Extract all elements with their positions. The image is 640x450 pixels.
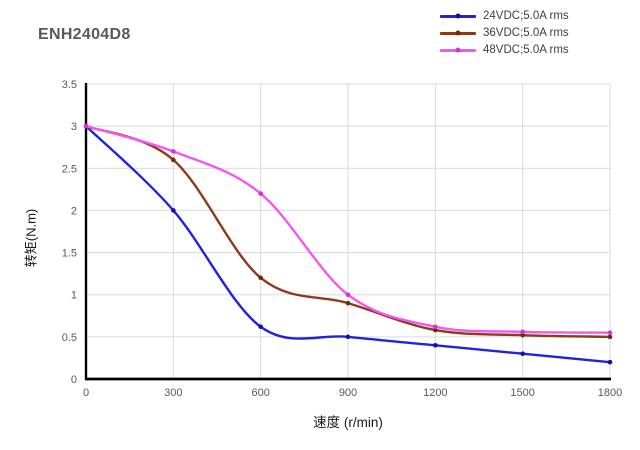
legend-item: 48VDC;5.0A rms <box>440 42 569 58</box>
series-marker <box>520 329 525 335</box>
chart-title: ENH2404D8 <box>38 26 131 43</box>
legend-line-swatch <box>440 13 476 19</box>
legend-label: 36VDC;5.0A rms <box>483 27 569 39</box>
x-axis-label: 速度 (r/min) <box>313 415 383 430</box>
x-tick-label: 600 <box>251 387 269 399</box>
series-marker <box>171 149 176 154</box>
x-tick-label: 1200 <box>423 387 447 399</box>
series-marker <box>83 123 89 129</box>
series-marker <box>258 275 263 281</box>
legend-label: 24VDC;5.0A rms <box>483 10 569 22</box>
series-marker <box>171 157 176 163</box>
y-tick-label: 3.5 <box>62 79 77 91</box>
x-tick-label: 1800 <box>598 387 622 399</box>
legend-line-swatch <box>440 47 476 53</box>
legend: 24VDC;5.0A rms 36VDC;5.0A rms 48VDC;5.0A r… <box>440 8 569 58</box>
x-tick-label: 300 <box>164 387 182 399</box>
series-marker <box>433 324 438 330</box>
x-tick-label: 0 <box>83 387 89 399</box>
series-marker <box>607 334 613 340</box>
x-tick-label: 1500 <box>510 387 534 399</box>
series-marker <box>345 292 351 298</box>
series-marker <box>520 351 525 357</box>
y-tick-label: 3 <box>71 121 77 133</box>
series-marker <box>258 324 263 330</box>
x-tick-label: 900 <box>339 387 357 399</box>
series-marker <box>607 359 613 365</box>
legend-marker-dot <box>455 13 461 19</box>
y-tick-label: 0.5 <box>62 332 77 344</box>
series-marker <box>258 191 263 196</box>
series-marker <box>345 300 351 306</box>
series-marker <box>345 334 351 340</box>
series-marker <box>607 330 613 335</box>
y-tick-label: 0 <box>71 374 77 386</box>
legend-item: 24VDC;5.0A rms <box>440 8 569 24</box>
y-tick-label: 2 <box>71 205 77 217</box>
legend-item: 36VDC;5.0A rms <box>440 25 569 41</box>
y-tick-label: 2.5 <box>62 163 77 175</box>
series-marker <box>520 332 525 338</box>
y-tick-label: 1.5 <box>62 248 77 260</box>
legend-marker-dot <box>455 30 461 36</box>
series-marker <box>171 208 176 213</box>
legend-line-swatch <box>440 30 476 36</box>
y-tick-label: 1 <box>71 290 77 302</box>
legend-marker-dot <box>455 47 461 53</box>
series-marker <box>433 342 438 348</box>
legend-label: 48VDC;5.0A rms <box>483 44 569 56</box>
series-marker <box>433 327 438 333</box>
